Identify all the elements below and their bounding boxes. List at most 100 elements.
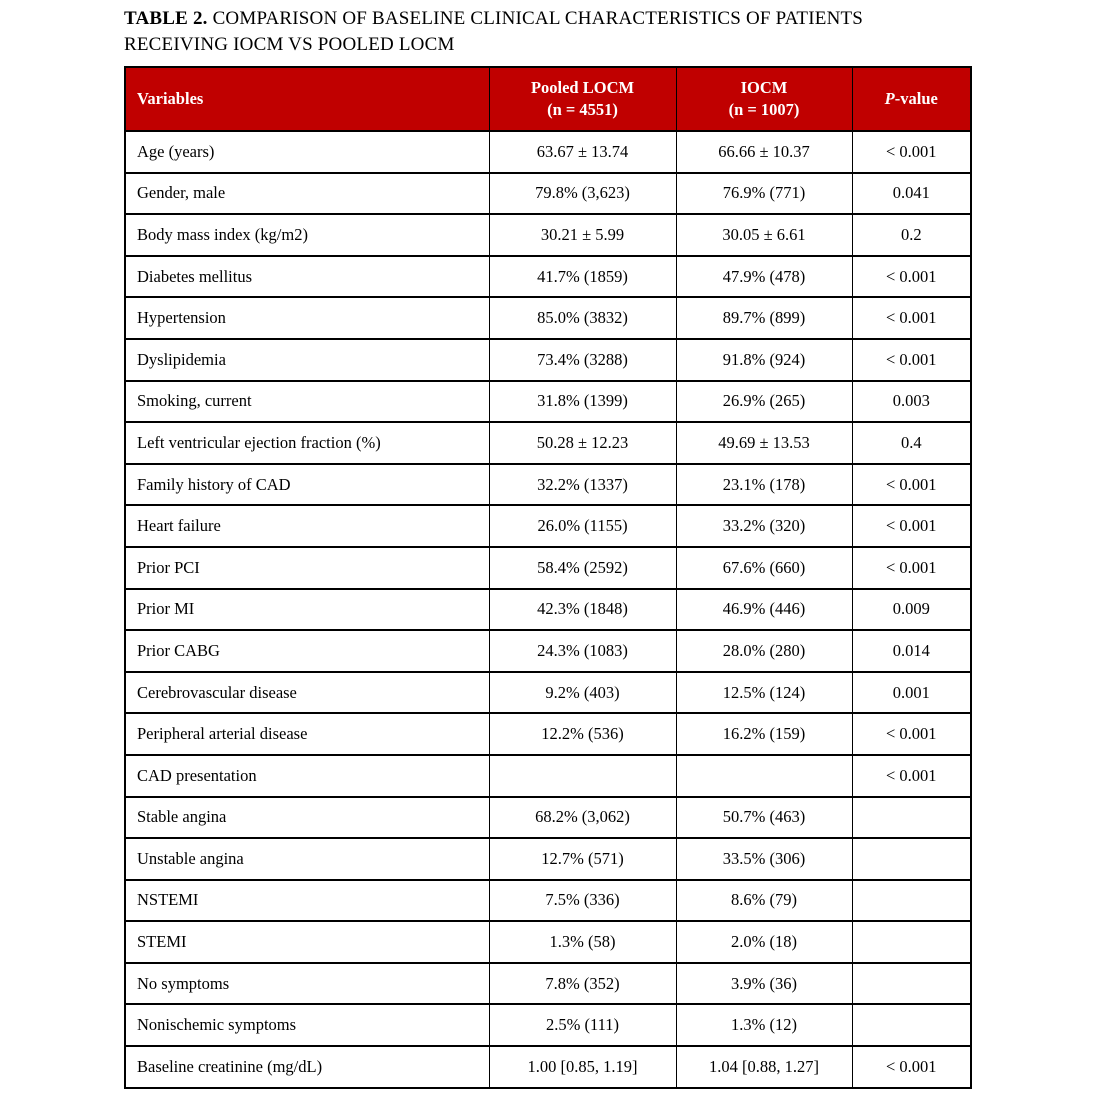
table-row: Family history of CAD 32.2% (1337) 23.1% (… [124, 462, 972, 507]
cell-variable: Gender, male [124, 171, 490, 216]
cell-p-value: 0.2 [851, 213, 972, 257]
table-row: Prior MI 42.3% (1848) 46.9% (446) 0.009 [124, 587, 972, 632]
cell-p-value: 0.041 [851, 171, 972, 216]
cell-p-value: < 0.001 [851, 337, 972, 382]
cell-pooled-locm: 41.7% (1859) [488, 254, 677, 299]
table-row: NSTEMI 7.5% (336) 8.6% (79) [124, 878, 972, 923]
cell-p-value: < 0.001 [851, 254, 972, 299]
cell-variable: Left ventricular ejection fraction (%) [124, 421, 490, 465]
cell-variable: Stable angina [124, 795, 490, 840]
table-row: Heart failure 26.0% (1155) 33.2% (320) < 0.… [124, 504, 972, 548]
cell-iocm: 12.5% (124) [675, 670, 853, 715]
table-row: Diabetes mellitus 41.7% (1859) 47.9% (478)… [124, 254, 972, 299]
table-row: STEMI 1.3% (58) 2.0% (18) [124, 920, 972, 964]
cell-iocm: 23.1% (178) [675, 462, 853, 507]
table-caption: TABLE 2. COMPARISON OF BASELINE CLINICAL… [124, 6, 954, 58]
table-row: Prior PCI 58.4% (2592) 67.6% (660) < 0.001 [124, 545, 972, 590]
cell-p-value: < 0.001 [851, 296, 972, 340]
cell-iocm: 89.7% (899) [675, 296, 853, 340]
cell-pooled-locm: 2.5% (111) [488, 1003, 677, 1048]
cell-iocm: 2.0% (18) [675, 920, 853, 964]
table-row: Dyslipidemia 73.4% (3288) 91.8% (924) < 0.0… [124, 337, 972, 382]
cell-iocm: 30.05 ± 6.61 [675, 213, 853, 257]
cell-p-value: 0.009 [851, 587, 972, 632]
table-row: CAD presentation < 0.001 [124, 753, 972, 798]
cell-iocm: 46.9% (446) [675, 587, 853, 632]
cell-variable: STEMI [124, 920, 490, 964]
table-row: Peripheral arterial disease 12.2% (536) 16… [124, 712, 972, 756]
caption-text-line1: COMPARISON OF BASELINE CLINICAL CHARACTE… [212, 8, 864, 29]
cell-variable: Dyslipidemia [124, 337, 490, 382]
cell-p-value: < 0.001 [851, 462, 972, 507]
cell-variable: No symptoms [124, 961, 490, 1006]
table-body: Age (years) 63.67 ± 13.74 66.66 ± 10.37 < 0… [124, 130, 972, 1089]
cell-p-value: < 0.001 [851, 1045, 972, 1089]
cell-p-value [851, 1003, 972, 1048]
cell-variable: Baseline creatinine (mg/dL) [124, 1045, 490, 1089]
cell-pooled-locm: 32.2% (1337) [488, 462, 677, 507]
table-row: Cerebrovascular disease 9.2% (403) 12.5% (… [124, 670, 972, 715]
cell-variable: Cerebrovascular disease [124, 670, 490, 715]
table-row: Age (years) 63.67 ± 13.74 66.66 ± 10.37 < 0… [124, 130, 972, 174]
cell-variable: CAD presentation [124, 753, 490, 798]
cell-pooled-locm [488, 753, 677, 798]
table-row: Nonischemic symptoms 2.5% (111) 1.3% (12) [124, 1003, 972, 1048]
cell-pooled-locm: 30.21 ± 5.99 [488, 213, 677, 257]
cell-iocm: 1.04 [0.88, 1.27] [675, 1045, 853, 1089]
cell-variable: Unstable angina [124, 837, 490, 881]
table-row: Stable angina 68.2% (3,062) 50.7% (463) [124, 795, 972, 840]
clinical-characteristics-table: Variables Pooled LOCM (n = 4551) IOCM (n… [124, 66, 972, 1089]
table-row: Smoking, current 31.8% (1399) 26.9% (265) 0… [124, 379, 972, 424]
cell-iocm: 49.69 ± 13.53 [675, 421, 853, 465]
cell-iocm: 33.5% (306) [675, 837, 853, 881]
cell-variable: Prior CABG [124, 629, 490, 673]
header-iocm-n: (n = 1007) [728, 100, 800, 119]
cell-pooled-locm: 9.2% (403) [488, 670, 677, 715]
cell-iocm: 8.6% (79) [675, 878, 853, 923]
cell-pooled-locm: 42.3% (1848) [488, 587, 677, 632]
cell-iocm: 33.2% (320) [675, 504, 853, 548]
cell-pooled-locm: 1.3% (58) [488, 920, 677, 964]
header-p-italic: P [884, 89, 895, 108]
table-row: Gender, male 79.8% (3,623) 76.9% (771) 0.04… [124, 171, 972, 216]
header-pooled-locm: Pooled LOCM (n = 4551) [488, 66, 677, 132]
cell-iocm: 91.8% (924) [675, 337, 853, 382]
cell-p-value: < 0.001 [851, 130, 972, 174]
cell-iocm: 28.0% (280) [675, 629, 853, 673]
header-row: Variables Pooled LOCM (n = 4551) IOCM (n… [124, 66, 972, 132]
cell-p-value [851, 961, 972, 1006]
table-row: Hypertension 85.0% (3832) 89.7% (899) < 0.0… [124, 296, 972, 340]
cell-iocm: 1.3% (12) [675, 1003, 853, 1048]
caption-label: TABLE 2. [124, 8, 208, 29]
cell-iocm: 47.9% (478) [675, 254, 853, 299]
cell-p-value [851, 878, 972, 923]
cell-pooled-locm: 7.5% (336) [488, 878, 677, 923]
cell-pooled-locm: 24.3% (1083) [488, 629, 677, 673]
cell-iocm: 3.9% (36) [675, 961, 853, 1006]
table-row: Left ventricular ejection fraction (%) 50… [124, 421, 972, 465]
table-row: No symptoms 7.8% (352) 3.9% (36) [124, 961, 972, 1006]
cell-iocm: 50.7% (463) [675, 795, 853, 840]
cell-variable: Body mass index (kg/m2) [124, 213, 490, 257]
cell-pooled-locm: 85.0% (3832) [488, 296, 677, 340]
cell-variable: Nonischemic symptoms [124, 1003, 490, 1048]
cell-variable: Diabetes mellitus [124, 254, 490, 299]
cell-p-value: < 0.001 [851, 545, 972, 590]
header-p-value: P-value [851, 66, 972, 132]
cell-iocm: 67.6% (660) [675, 545, 853, 590]
caption-line-1: TABLE 2. COMPARISON OF BASELINE CLINICAL… [124, 6, 954, 32]
header-iocm-name: IOCM [740, 78, 788, 97]
cell-p-value: 0.4 [851, 421, 972, 465]
cell-p-value [851, 837, 972, 881]
cell-pooled-locm: 12.2% (536) [488, 712, 677, 756]
table-row: Prior CABG 24.3% (1083) 28.0% (280) 0.014 [124, 629, 972, 673]
cell-iocm: 16.2% (159) [675, 712, 853, 756]
cell-p-value: < 0.001 [851, 712, 972, 756]
table-row: Baseline creatinine (mg/dL) 1.00 [0.85, 1… [124, 1045, 972, 1089]
cell-variable: Prior MI [124, 587, 490, 632]
cell-iocm: 76.9% (771) [675, 171, 853, 216]
cell-pooled-locm: 50.28 ± 12.23 [488, 421, 677, 465]
cell-variable: Heart failure [124, 504, 490, 548]
header-variables: Variables [124, 66, 490, 132]
